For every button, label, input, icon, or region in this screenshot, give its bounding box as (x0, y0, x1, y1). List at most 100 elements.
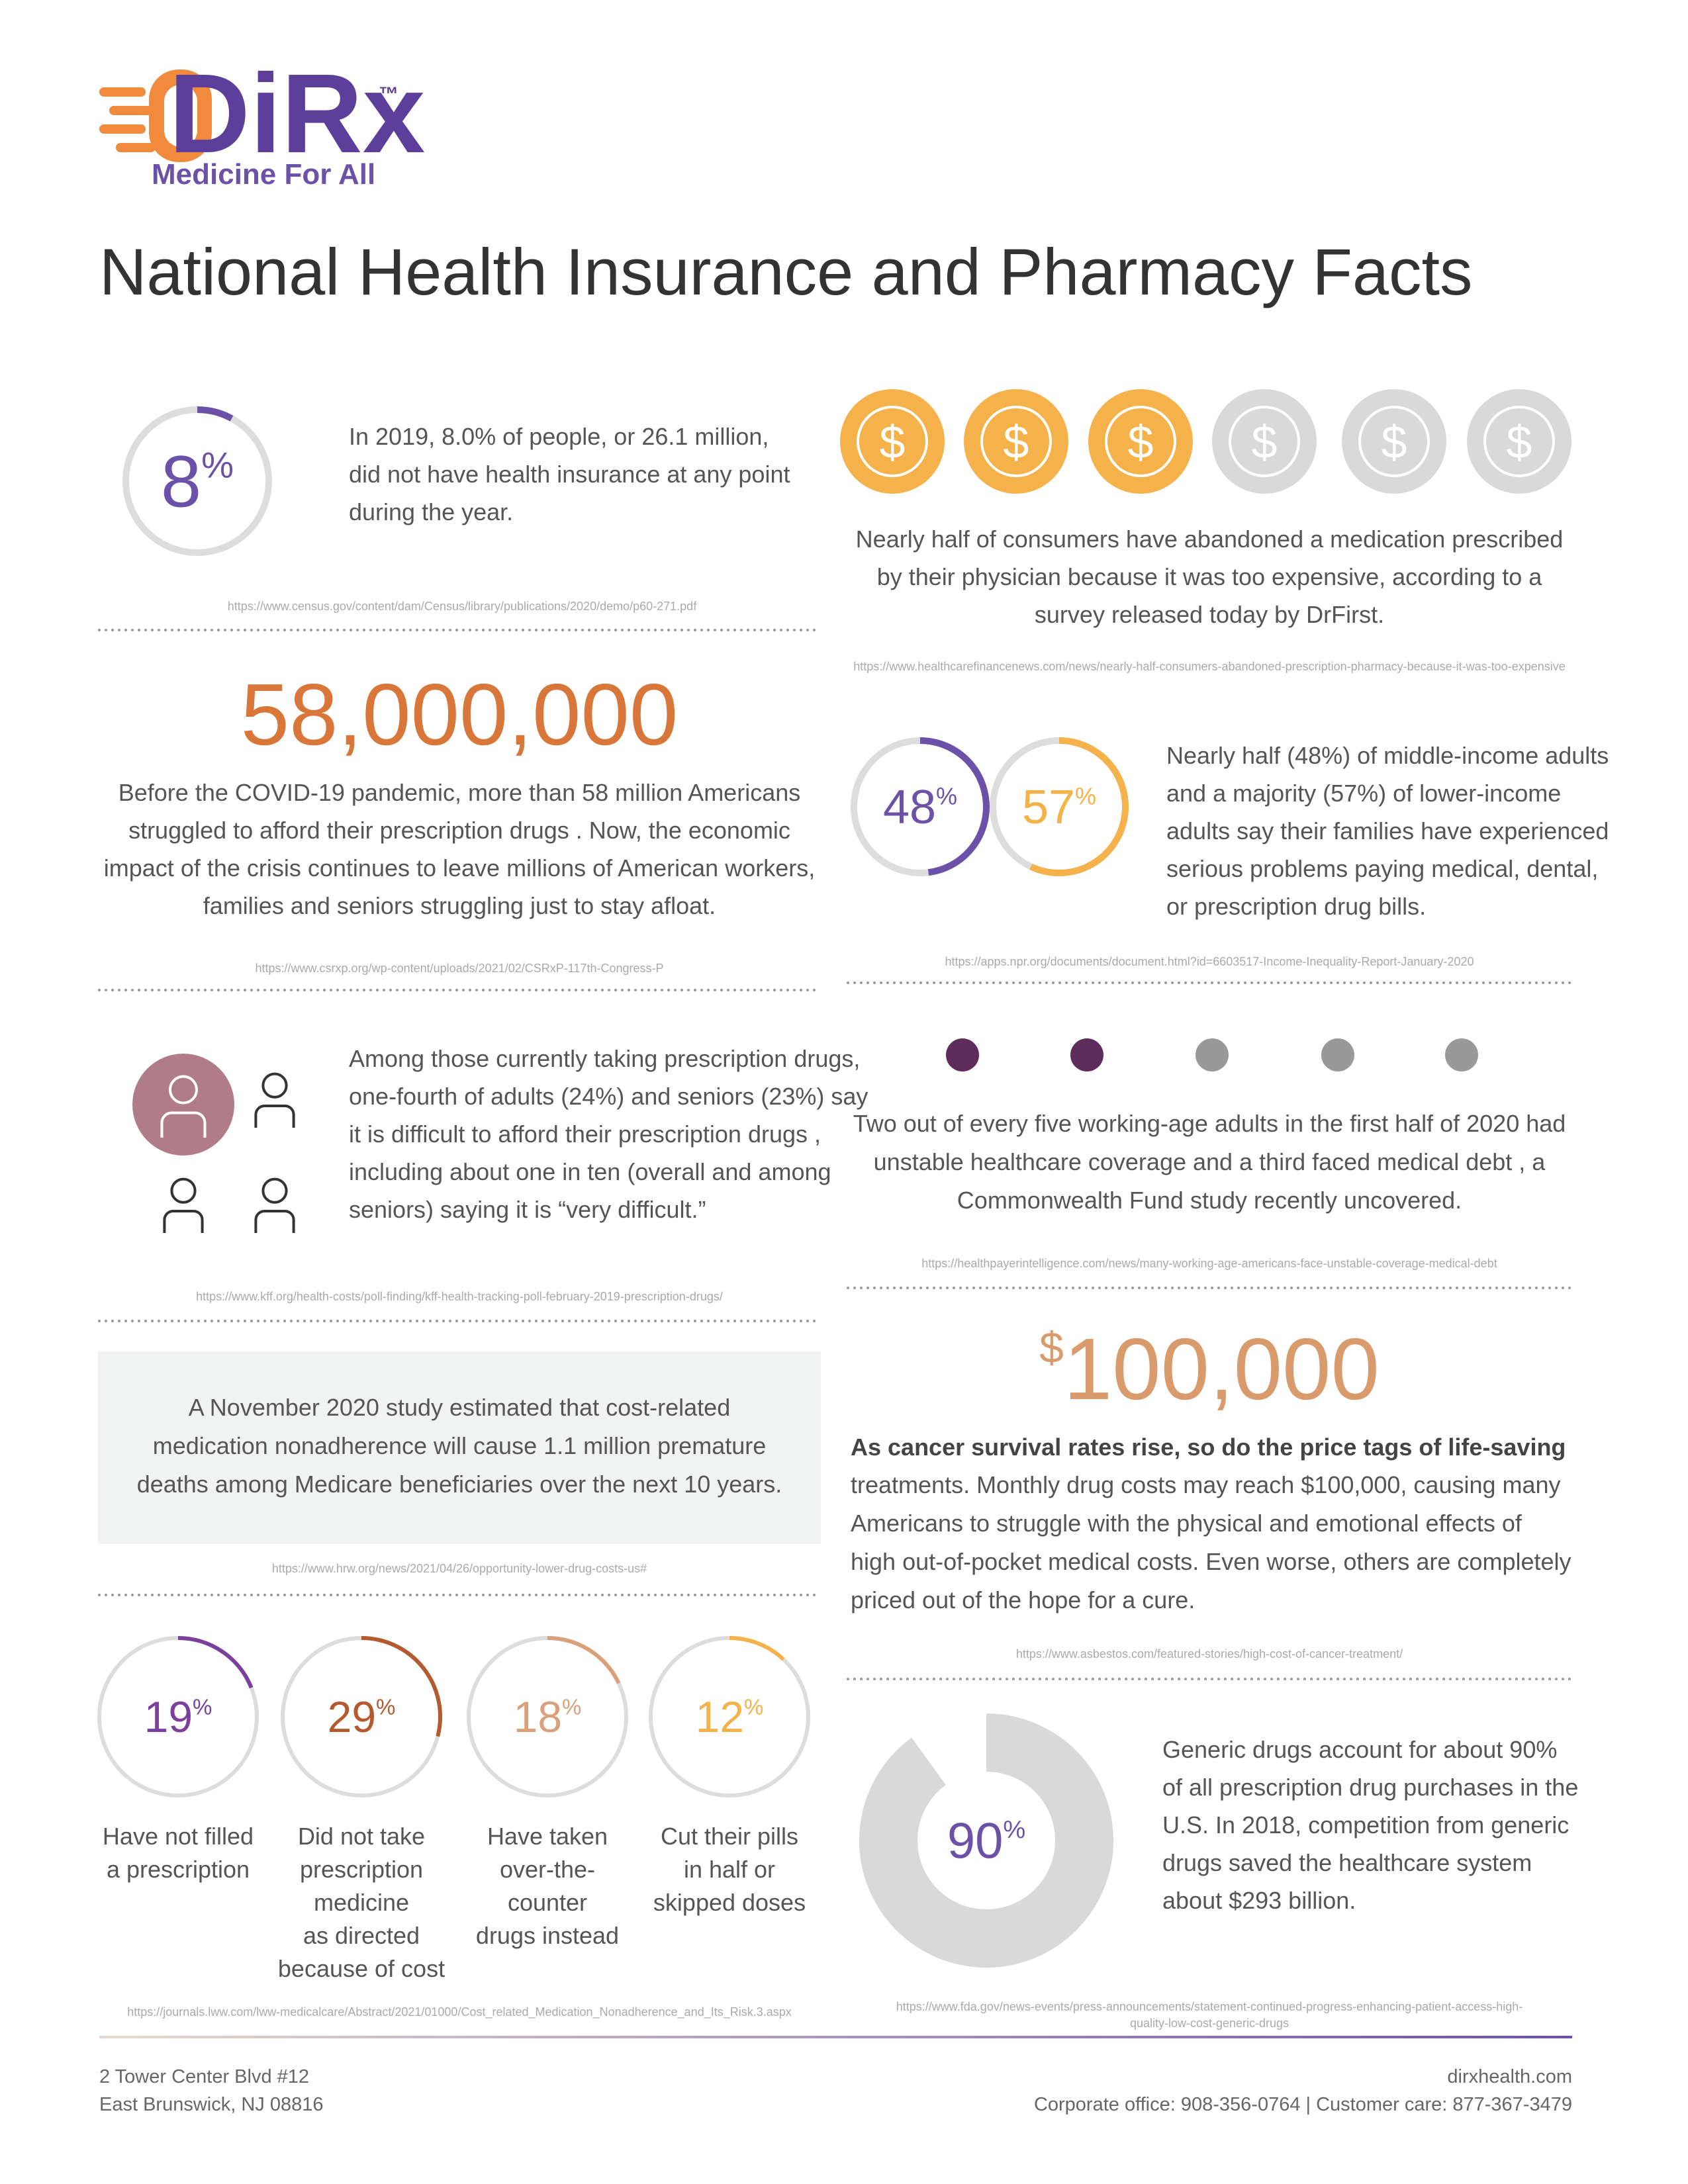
percent-unit: % (562, 1695, 581, 1719)
coin-symbol: $ (1004, 416, 1029, 468)
text-line: survey released today by DrFirst. (1035, 601, 1384, 628)
percent-figure: 8% (161, 441, 234, 523)
ring-arc (197, 406, 234, 422)
person-body (254, 1105, 295, 1128)
text-line: unstable healthcare coverage and a third… (874, 1148, 1546, 1175)
text-line: Did not take (298, 1823, 425, 1850)
source-url: https://apps.npr.org/documents/document.… (945, 955, 1474, 968)
text-line: East Brunswick, NJ 08816 (99, 2094, 323, 2115)
coin-symbol: $ (1252, 416, 1278, 468)
percent-figure: 57% (1022, 781, 1096, 834)
text-line: medicine (314, 1889, 409, 1916)
source-url: https://journals.lww.com/lww-medicalcare… (127, 2005, 792, 2019)
donut-share (859, 1713, 1113, 1968)
text-line: over-the- (500, 1856, 595, 1883)
person-head (170, 1177, 197, 1204)
ring-arc (177, 1636, 254, 1689)
text-line: including about one in ten (overall and … (349, 1158, 831, 1185)
text-line: 2 Tower Center Blvd #12 (99, 2066, 309, 2087)
text-line: U.S. In 2018, competition from generic (1162, 1811, 1569, 1839)
coin-rim (980, 406, 1052, 477)
person-head (261, 1072, 288, 1099)
person-body (254, 1210, 295, 1233)
text-line: seniors) saying it is “very difficult.” (349, 1196, 706, 1223)
coin-rim (1483, 406, 1555, 477)
percent-figure: 18% (514, 1692, 582, 1741)
percent-value: 19 (144, 1692, 193, 1741)
text-line: as directed (303, 1922, 420, 1949)
percent-figure: 19% (144, 1692, 212, 1741)
percent-unit: % (744, 1695, 763, 1719)
coin-symbol: $ (1507, 416, 1532, 468)
lead-line: As cancer survival rates rise, so do the… (851, 1433, 1566, 1461)
text-line: during the year. (349, 498, 513, 525)
text-line: prescription (300, 1856, 423, 1883)
share-dot (1321, 1038, 1354, 1071)
text-line: high out-of-pocket medical costs. Even w… (851, 1548, 1571, 1575)
ring-arc (1029, 737, 1129, 876)
text-line: Two out of every five working-age adults… (853, 1110, 1566, 1137)
logo-mark (99, 69, 212, 162)
share-dot (1196, 1038, 1229, 1071)
source-url: https://www.fda.gov/news-events/press-an… (896, 2000, 1523, 2013)
text-line: Before the COVID-19 pandemic, more than … (118, 779, 800, 806)
coin-rim (857, 406, 928, 477)
text-line: Nearly half of consumers have abandoned … (856, 525, 1564, 553)
coin-icon (1212, 389, 1317, 494)
currency-symbol: $ (1039, 1323, 1064, 1372)
person-body (160, 1111, 207, 1138)
percent-unit: % (201, 445, 234, 486)
text-line: about $293 billion. (1162, 1887, 1356, 1914)
text-line: Among those currently taking prescriptio… (349, 1045, 860, 1072)
text-line: Commonwealth Fund study recently uncover… (957, 1187, 1462, 1214)
text-line: of all prescription drug purchases in th… (1162, 1774, 1578, 1801)
ring-arc (729, 1636, 785, 1661)
source-url: https://www.asbestos.com/featured-storie… (1016, 1647, 1403, 1661)
source-url: https://www.csrxp.org/wp-content/uploads… (256, 962, 664, 975)
source-url: https://healthpayerintelligence.com/news… (921, 1257, 1497, 1270)
tagline: Medicine For All (152, 158, 375, 191)
ring-arc (919, 737, 990, 876)
coin-icon (1088, 389, 1193, 494)
source-url: https://www.kff.org/health-costs/poll-fi… (196, 1290, 723, 1303)
text-line: Have taken (487, 1823, 608, 1850)
text-line: treatments. Monthly drug costs may reach… (851, 1471, 1561, 1498)
percent-value: 29 (328, 1692, 376, 1741)
percent-value: 12 (696, 1692, 744, 1741)
percent-figure: 12% (696, 1692, 764, 1741)
big-figure: 58,000,000 (241, 666, 679, 763)
percent-unit: % (1003, 1816, 1025, 1844)
ring-arc (547, 1636, 621, 1684)
coin-icon (1467, 389, 1571, 494)
trademark: ™ (379, 83, 399, 105)
text-line: drugs instead (476, 1922, 619, 1949)
percent-figure: 90% (947, 1813, 1025, 1870)
text-line: counter (508, 1889, 587, 1916)
source-url: https://www.hrw.org/news/2021/04/26/oppo… (272, 1562, 647, 1575)
text-line: Americans to struggle with the physical … (851, 1510, 1523, 1537)
percent-unit: % (376, 1695, 395, 1719)
coin-rim (1358, 406, 1430, 477)
text-line: serious problems paying medical, dental, (1166, 855, 1598, 882)
person-body (163, 1210, 204, 1233)
coin-rim (1105, 406, 1176, 477)
percent-value: 90 (947, 1813, 1004, 1870)
percent-figure: 48% (883, 781, 957, 834)
percent-unit: % (193, 1695, 212, 1719)
text-line: skipped doses (653, 1889, 806, 1916)
coin-symbol: $ (1128, 416, 1154, 468)
text-line: drugs saved the healthcare system (1162, 1849, 1532, 1876)
text-line: and a majority (57%) of lower-income (1166, 780, 1561, 807)
person-head (169, 1075, 198, 1105)
text-line: a prescription (107, 1856, 250, 1883)
text-line: priced out of the hope for a cure. (851, 1586, 1195, 1614)
text-line: struggled to afford their prescription d… (128, 817, 790, 844)
figure-value: 100,000 (1064, 1320, 1380, 1418)
text-line: it is difficult to afford their prescrip… (349, 1120, 821, 1148)
ring-arc (361, 1636, 442, 1737)
share-dot (946, 1038, 979, 1071)
percent-value: 18 (514, 1692, 562, 1741)
contacts: Corporate office: 908-356-0764 | Custome… (1034, 2094, 1572, 2115)
